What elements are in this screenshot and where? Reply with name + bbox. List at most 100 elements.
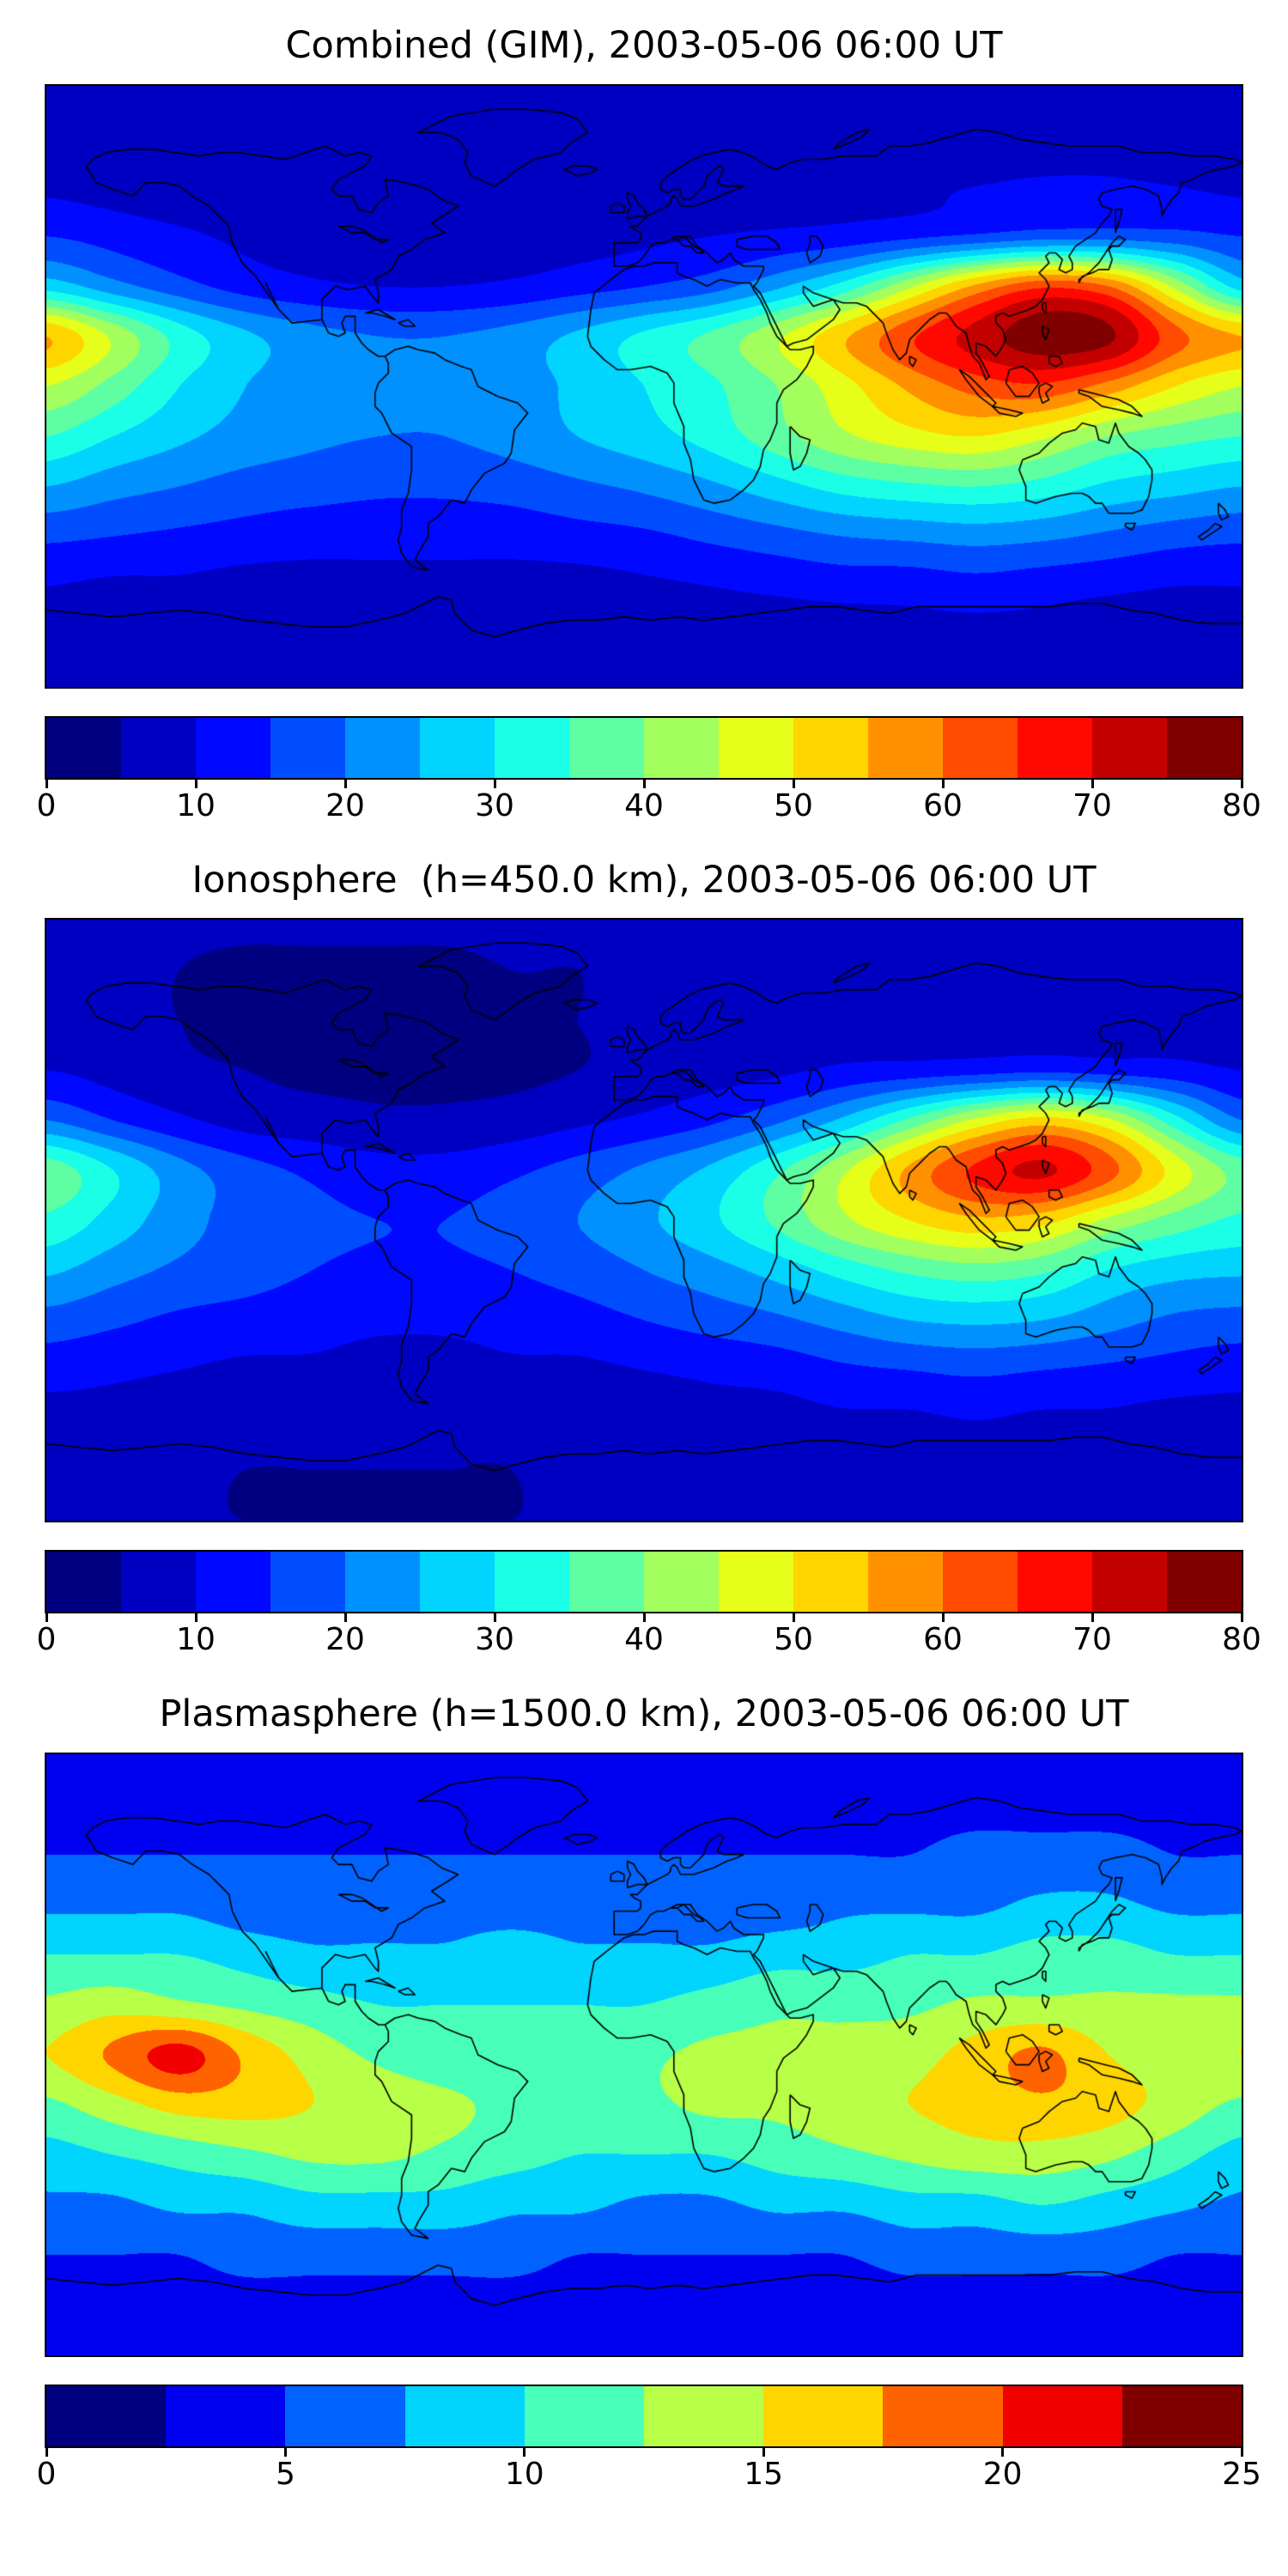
colorbar-tick-mark xyxy=(493,1613,496,1623)
colorbar-segment xyxy=(644,717,719,778)
colorbar-segment xyxy=(943,717,1018,778)
colorbar-tick-label: 0 xyxy=(36,1622,57,1658)
colorbar-tick-label: 25 xyxy=(1222,2456,1261,2492)
colorbar-tick-label: 10 xyxy=(176,1622,216,1658)
colorbar-tick-label: 60 xyxy=(923,1622,963,1658)
colorbar-segment xyxy=(524,2385,645,2446)
colorbar-tick-mark xyxy=(642,1613,646,1623)
colorbar-tick-mark xyxy=(1091,779,1094,788)
panel-title-combined: Combined (GIM), 2003-05-06 06:00 UT xyxy=(285,24,1003,67)
colorbar-tick-mark xyxy=(1240,1613,1243,1623)
colorbar-tick-label: 10 xyxy=(504,2456,544,2492)
colorbar-tick-mark xyxy=(45,779,48,788)
colorbar-tick-mark xyxy=(194,779,197,788)
colorbar-tick-label: 80 xyxy=(1222,787,1261,823)
colorbar-segment xyxy=(719,717,793,778)
colorbar-ionosphere xyxy=(45,1550,1243,1614)
colorbar-tick-mark xyxy=(194,1613,197,1623)
colorbar-tick-mark xyxy=(45,2447,48,2457)
colorbar-segment xyxy=(420,717,495,778)
colorbar-ticks-combined: 0 10 20 30 40 50 60 70 80 xyxy=(37,779,1261,831)
map-canvas-combined xyxy=(46,85,1242,687)
colorbar-tick-label: 40 xyxy=(624,1622,664,1658)
colorbar-tick-mark xyxy=(343,779,347,788)
colorbar-ticks-ionosphere: 0 10 20 30 40 50 60 70 80 xyxy=(37,1613,1261,1665)
map-frame-plasmasphere xyxy=(45,1752,1243,2357)
colorbar-tick-mark xyxy=(792,779,795,788)
colorbar-tick-mark xyxy=(343,1613,347,1623)
colorbar-tick-mark xyxy=(762,2447,765,2457)
colorbar-segment xyxy=(46,717,121,778)
colorbar-tick-mark xyxy=(1001,2447,1005,2457)
colorbar-segment xyxy=(883,2385,1003,2446)
colorbar-tick-label: 30 xyxy=(475,1622,514,1658)
colorbar-segment xyxy=(1092,1552,1167,1613)
colorbar-tick-mark xyxy=(45,1613,48,1623)
map-canvas-ionosphere xyxy=(46,920,1242,1522)
colorbar-tick-label: 60 xyxy=(923,787,963,823)
colorbar-tick-label: 70 xyxy=(1072,1622,1112,1658)
colorbar-tick-mark xyxy=(792,1613,795,1623)
colorbar-segment xyxy=(569,717,644,778)
colorbar-tick-label: 0 xyxy=(36,2456,57,2492)
colorbar-segment xyxy=(270,717,345,778)
colorbar-segment xyxy=(345,717,420,778)
colorbar-tick-label: 80 xyxy=(1222,1622,1261,1658)
panel-plasmasphere: Plasmasphere (h=1500.0 km), 2003-05-06 0… xyxy=(0,1668,1288,2500)
colorbar-tick-mark xyxy=(493,779,496,788)
colorbar-tick-label: 20 xyxy=(982,2456,1023,2492)
colorbar-segment xyxy=(1167,1552,1242,1613)
colorbar-segment xyxy=(420,1552,495,1613)
panel-combined: Combined (GIM), 2003-05-06 06:00 UT 0 10 2… xyxy=(0,0,1288,831)
colorbar-segment xyxy=(196,717,270,778)
colorbar-segment xyxy=(1167,717,1242,778)
colorbar-segment xyxy=(943,1552,1018,1613)
panel-title-plasmasphere: Plasmasphere (h=1500.0 km), 2003-05-06 0… xyxy=(159,1692,1129,1736)
panel-title-ionosphere: Ionosphere (h=450.0 km), 2003-05-06 06:0… xyxy=(191,858,1097,902)
panel-ionosphere: Ionosphere (h=450.0 km), 2003-05-06 06:0… xyxy=(0,835,1288,1666)
colorbar-tick-label: 50 xyxy=(774,1622,813,1658)
colorbar-segment xyxy=(1018,717,1092,778)
colorbar-tick-mark xyxy=(283,2447,287,2457)
colorbar-segment xyxy=(719,1552,793,1613)
colorbar-segment xyxy=(285,2385,405,2446)
colorbar-tick-label: 15 xyxy=(744,2456,784,2492)
colorbar-tick-label: 20 xyxy=(325,1622,365,1658)
tec-maps-figure: Combined (GIM), 2003-05-06 06:00 UT 0 10 2… xyxy=(0,0,1288,2500)
colorbar-segment xyxy=(46,2385,167,2446)
colorbar-segment xyxy=(763,2385,884,2446)
colorbar-segment xyxy=(121,717,196,778)
colorbar-tick-label: 50 xyxy=(774,787,813,823)
colorbar-segment xyxy=(166,2385,286,2446)
colorbar-tick-mark xyxy=(1240,2447,1243,2457)
colorbar-segment xyxy=(345,1552,420,1613)
map-frame-ionosphere xyxy=(45,918,1243,1523)
colorbar-tick-mark xyxy=(523,2447,526,2457)
colorbar-tick-mark xyxy=(941,779,945,788)
colorbar-tick-label: 30 xyxy=(475,787,514,823)
colorbar-tick-label: 70 xyxy=(1072,787,1112,823)
colorbar-segment xyxy=(868,717,943,778)
map-frame-combined xyxy=(45,83,1243,689)
colorbar-segment xyxy=(196,1552,270,1613)
colorbar-segment xyxy=(121,1552,196,1613)
colorbar-tick-label: 0 xyxy=(36,787,57,823)
colorbar-segment xyxy=(404,2385,525,2446)
colorbar-ticks-plasmasphere: 0 5 10 15 20 25 xyxy=(37,2447,1261,2500)
colorbar-tick-mark xyxy=(1240,779,1243,788)
colorbar-tick-mark xyxy=(642,779,646,788)
colorbar-segment xyxy=(793,717,868,778)
colorbar-segment xyxy=(1018,1552,1092,1613)
colorbar-segment xyxy=(644,2385,764,2446)
colorbar-segment xyxy=(793,1552,868,1613)
colorbar-segment xyxy=(1002,2385,1122,2446)
colorbar-segment xyxy=(495,717,569,778)
colorbar-tick-label: 20 xyxy=(325,787,365,823)
colorbar-segment xyxy=(495,1552,569,1613)
colorbar-segment xyxy=(644,1552,719,1613)
colorbar-combined xyxy=(45,715,1243,780)
colorbar-tick-label: 10 xyxy=(176,787,216,823)
colorbar-segment xyxy=(46,1552,121,1613)
colorbar-segment xyxy=(569,1552,644,1613)
colorbar-tick-label: 5 xyxy=(275,2456,295,2492)
